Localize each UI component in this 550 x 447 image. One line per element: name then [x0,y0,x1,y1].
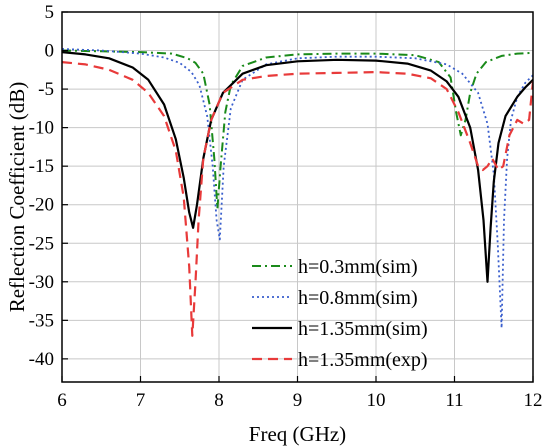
y-tick-label: -30 [29,272,54,293]
x-tick-label: 9 [293,390,303,411]
x-tick-label: 10 [367,390,386,411]
legend-label-4: h=1.35mm(exp) [298,349,428,371]
legend: h=0.3mm(sim) h=0.8mm(sim) h=1.35mm(sim) h=1… [252,256,428,371]
series-line-1 [62,49,533,210]
x-tick-label: 7 [136,390,146,411]
y-tick-label: 5 [45,2,55,23]
y-tick-label: -20 [29,195,54,216]
x-tick-label: 11 [445,390,463,411]
x-axis-title: Freq (GHz) [249,422,346,446]
ticks: 6 7 8 9 10 11 12 5 0 -5 -10 -15 -20 -25 -30 -35 -40 [29,2,543,411]
x-tick-label: 8 [214,390,224,411]
y-axis-title: Reflection Coefficient (dB) [5,82,29,313]
series-line-3 [62,51,533,283]
legend-label-2: h=0.8mm(sim) [298,287,418,309]
y-tick-label: -40 [29,349,54,370]
x-tick-label: 6 [57,390,67,411]
y-tick-label: -5 [38,79,54,100]
y-tick-label: -35 [29,310,54,331]
y-tick-label: 0 [45,41,55,62]
legend-label-1: h=0.3mm(sim) [298,256,418,278]
y-tick-label: -25 [29,233,54,254]
legend-label-3: h=1.35mm(sim) [298,318,428,340]
series-line-4 [62,61,533,337]
x-tick-label: 12 [524,390,543,411]
series-line-2 [62,48,533,329]
y-tick-label: -10 [29,118,54,139]
series-layer [62,48,533,337]
y-tick-label: -15 [29,156,54,177]
grid [61,11,534,382]
